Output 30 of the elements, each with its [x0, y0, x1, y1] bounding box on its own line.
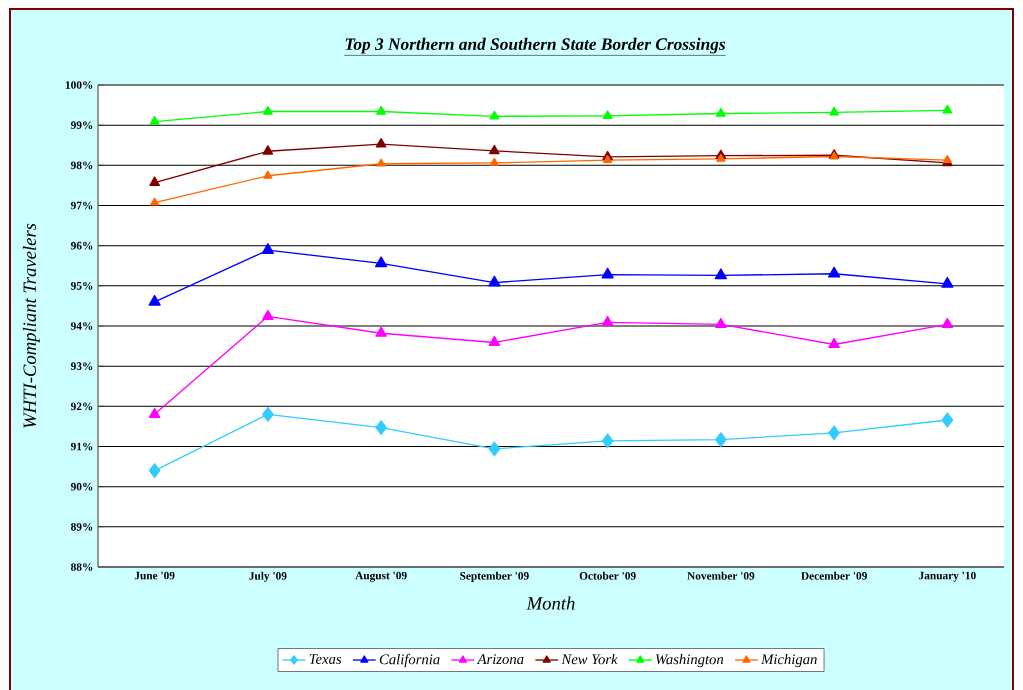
legend-label: Washington	[655, 653, 724, 668]
y-tick-label: 99%	[70, 121, 93, 129]
y-axis-title: WHTI-Compliant Travelers	[22, 223, 40, 428]
x-tick-label: November '09	[687, 571, 755, 580]
legend-label: California	[379, 653, 440, 668]
x-tick-label: October '09	[579, 571, 636, 580]
y-tick-label: 94%	[70, 322, 93, 330]
x-tick-label: December '09	[801, 571, 867, 580]
y-tick-label: 88%	[71, 563, 93, 571]
x-axis-title: Month	[526, 596, 575, 610]
y-tick-label: 89%	[71, 523, 93, 531]
x-tick-label: August '09	[355, 571, 407, 582]
legend-label: Texas	[309, 654, 342, 664]
x-tick-label: January '10	[919, 571, 976, 582]
chart-title: Top 3 Northern and Southern State Border Crossings	[345, 37, 726, 54]
legend-label: Michigan	[760, 653, 817, 668]
x-tick-label: September '09	[460, 571, 529, 582]
y-tick-label: 92%	[70, 402, 93, 411]
y-tick-label: 96%	[70, 241, 93, 250]
y-tick-label: 90%	[70, 482, 93, 491]
y-tick-label: 97%	[70, 201, 93, 210]
x-tick-label: July '09	[249, 571, 287, 583]
legend-label: Arizona	[476, 654, 524, 665]
y-tick-label: 100%	[65, 81, 93, 89]
y-tick-label: 95%	[70, 282, 93, 290]
legend-label: New York	[561, 653, 618, 665]
y-tick-label: 91%	[70, 442, 93, 451]
y-tick-label: 98%	[70, 161, 93, 170]
y-tick-label: 93%	[70, 362, 93, 371]
x-tick-label: June '09	[134, 571, 175, 580]
